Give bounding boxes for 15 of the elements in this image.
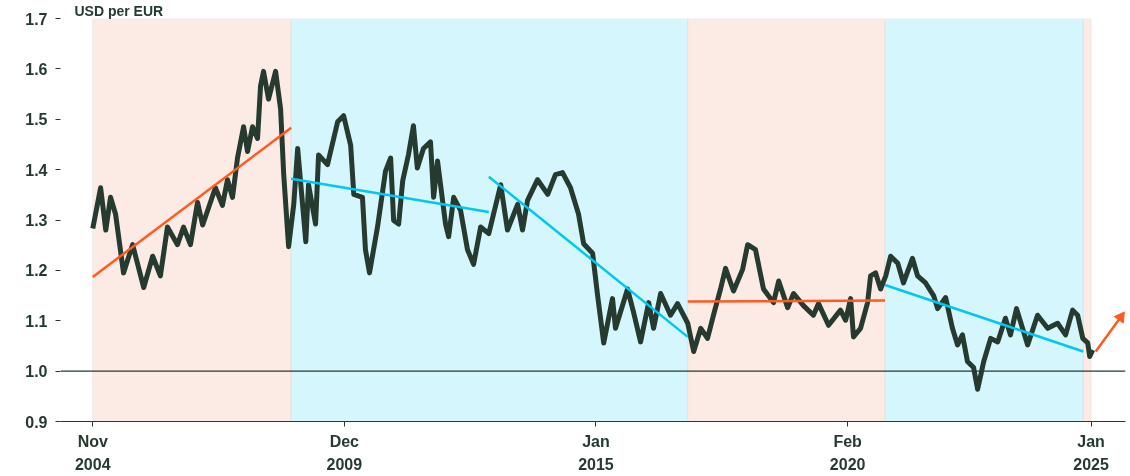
y-tick-label: 0.9 bbox=[25, 413, 48, 431]
y-tick-label: 1.3 bbox=[25, 212, 48, 229]
y-axis-title: USD per EUR bbox=[74, 2, 164, 19]
y-tick-label: 1.7 bbox=[25, 10, 48, 28]
y-tick-label: 1.4 bbox=[25, 161, 48, 179]
x-tick-label: Dec 2009 bbox=[326, 432, 363, 474]
y-tick-label: 1.0 bbox=[25, 363, 48, 381]
x-tick-label: Feb 2020 bbox=[829, 432, 866, 474]
y-tick-label: 1.2 bbox=[25, 262, 48, 280]
y-tick-label: 1.5 bbox=[25, 111, 48, 129]
y-tick-label: 1.6 bbox=[25, 60, 48, 78]
x-tick-label: Jan 2015 bbox=[578, 432, 614, 474]
y-tick-label: 1.1 bbox=[25, 312, 48, 330]
x-tick-label: Nov 2004 bbox=[74, 432, 111, 474]
x-tick-label: Jan 2025 bbox=[1073, 432, 1109, 474]
